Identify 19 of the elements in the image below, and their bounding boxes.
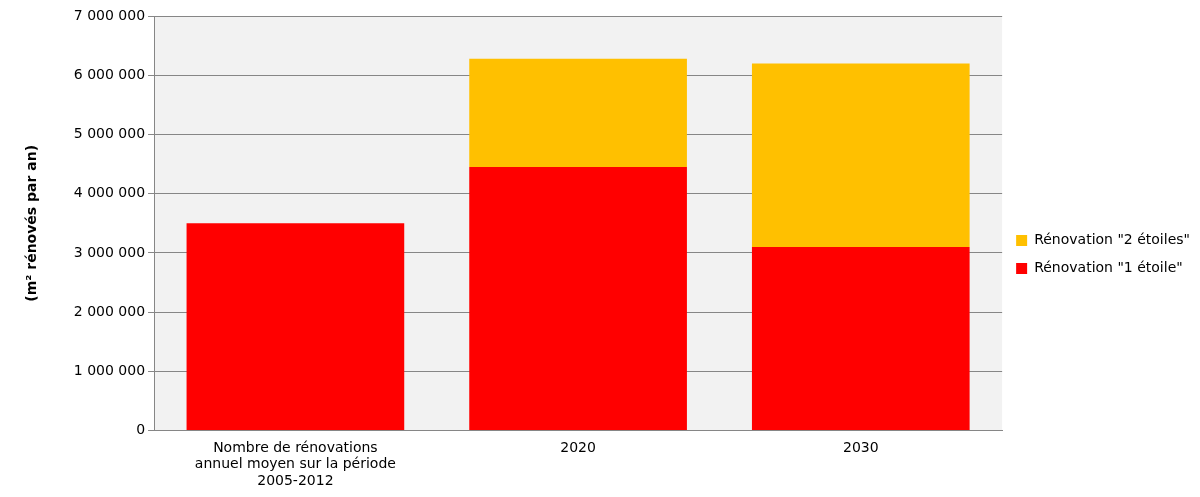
x-tick-label: 2030 (842, 438, 879, 455)
bar (751, 246, 970, 431)
y-axis-title: (m² rénovés par an) (23, 144, 40, 302)
y-tick-label: 7 000 000 (73, 6, 146, 23)
y-tick-label: 6 000 000 (73, 65, 146, 82)
y-tick-label: 0 (136, 421, 146, 438)
x-tick-label: Nombre de rénovations annuel moyen sur la période 2005-2012 (194, 438, 396, 489)
y-tick-label: 3 000 000 (73, 243, 146, 260)
y-tick-label: 4 000 000 (73, 184, 146, 201)
legend-label: Rénovation "2 étoiles" (1034, 231, 1190, 248)
bar (186, 223, 405, 431)
x-tick-label: 2020 (560, 438, 596, 455)
legend-label: Rénovation "1 étoile" (1034, 259, 1183, 276)
y-tick-label: 1 000 000 (73, 362, 146, 379)
bar (469, 58, 687, 168)
bar (469, 167, 687, 431)
y-tick-label: 5 000 000 (73, 125, 146, 142)
bar (751, 63, 970, 247)
y-tick-label: 2 000 000 (73, 302, 146, 319)
